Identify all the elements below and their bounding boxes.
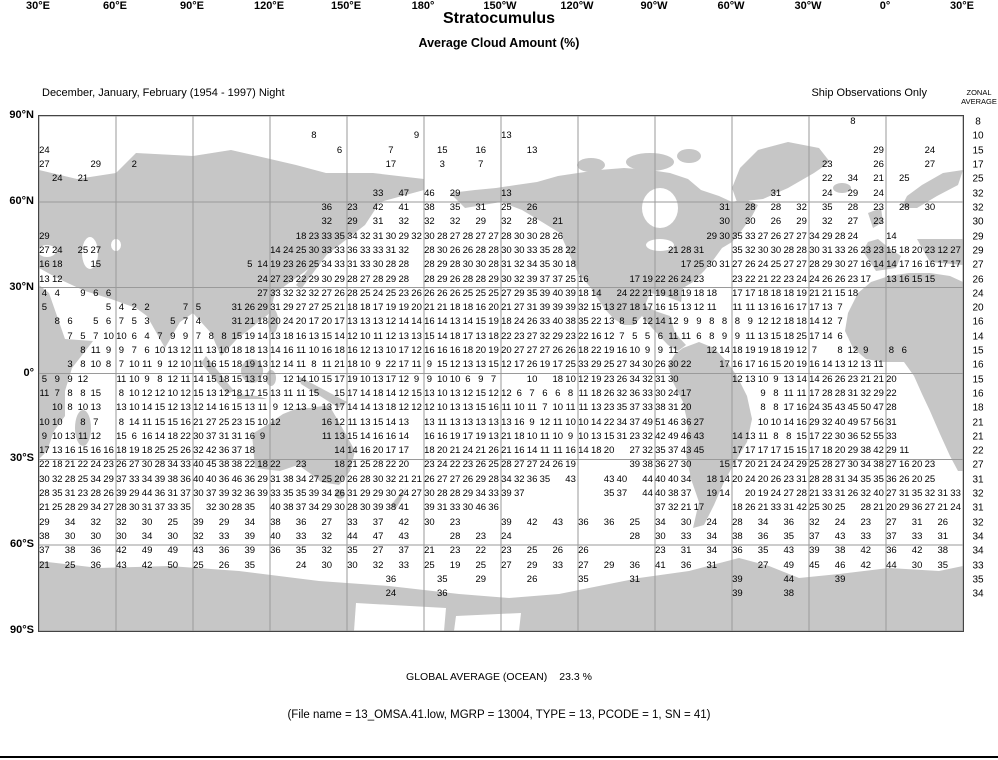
global-average-label: GLOBAL AVERAGE (OCEAN): [406, 671, 548, 683]
land-west-africa: [845, 273, 963, 471]
global-average-line: GLOBAL AVERAGE (OCEAN) 23.3 %: [0, 671, 998, 683]
page-subtitle: Average Cloud Amount (%): [418, 36, 580, 50]
zonal-average-value: 16: [972, 316, 984, 328]
zonal-average-header: ZONAL AVERAGE: [959, 88, 998, 106]
source-caption: Ship Observations Only: [811, 87, 927, 99]
y-tick-label: 90°S: [10, 624, 34, 636]
land-africa-east: [39, 285, 93, 459]
zonal-average-value: 33: [972, 560, 984, 572]
global-average-value: 23.3 %: [559, 671, 592, 683]
map-frame: [38, 115, 964, 632]
zonal-average-value: 26: [972, 274, 984, 285]
zonal-average-value: 30: [972, 216, 984, 228]
zonal-average-value: 20: [972, 302, 984, 314]
zonal-average-value: 27: [972, 459, 984, 471]
sea-caspian: [82, 237, 98, 269]
hudson-bay: [642, 188, 678, 228]
zonal-average-value: 22: [972, 445, 984, 457]
land-britain: [868, 208, 883, 228]
zonal-average-value: 32: [972, 488, 984, 500]
zonal-average-value: 24: [972, 288, 984, 300]
land-arctic-island-3: [677, 149, 701, 163]
zonal-average-value: 17: [972, 159, 984, 171]
zonal-average-value: 21: [972, 431, 984, 443]
land-greenland: [732, 142, 830, 202]
land-central-europe: [917, 239, 963, 265]
inland-seas: [39, 188, 678, 631]
weddell-sea: [454, 613, 521, 631]
zonal-average-value: 10: [972, 130, 984, 142]
zonal-average-value: 31: [972, 502, 984, 514]
land-sumatra: [201, 356, 234, 394]
sea-black: [39, 245, 56, 257]
land-iberia: [863, 239, 901, 271]
zonal-average-value: 8: [975, 116, 981, 128]
world-map-svg: [39, 116, 963, 631]
zonal-average-value: 34: [972, 545, 984, 557]
zonal-average-value: 32: [972, 202, 984, 214]
zonal-average-value: 15: [972, 145, 984, 157]
land-scandinavia: [901, 170, 963, 208]
zonal-average-value: 16: [972, 359, 984, 371]
land-north-america: [450, 168, 758, 351]
zonal-average-value: 15: [972, 374, 984, 386]
zonal-average-value: 34: [972, 588, 984, 600]
zonal-average-value: 18: [972, 402, 984, 414]
file-info-line: (File name = 13_OMSA.41.low, MGRP = 1300…: [287, 709, 711, 721]
season-caption: December, January, February (1954 - 1997…: [42, 87, 285, 99]
zonal-average-value: 16: [972, 388, 984, 400]
page-title: Stratocumulus: [442, 10, 555, 27]
y-tick-label: 30°S: [10, 452, 34, 465]
land-japan: [296, 245, 331, 289]
y-tick-label: 60°S: [10, 538, 34, 551]
land-iceland: [833, 183, 851, 193]
land-south-america: [668, 342, 752, 528]
zonal-average-value: 31: [972, 474, 984, 486]
land-java: [237, 394, 267, 399]
y-tick-label: 30°N: [9, 280, 34, 293]
zonal-average-header-line2: AVERAGE: [961, 97, 997, 106]
zonal-average-value: 32: [972, 188, 984, 200]
y-tick-label: 0°: [23, 366, 34, 379]
zonal-average-value: 21: [972, 417, 984, 429]
zonal-average-header-line1: ZONAL: [966, 88, 992, 97]
zonal-average-value: 14: [972, 331, 984, 343]
bottom-border-rule: [0, 756, 998, 758]
y-tick-label: 90°N: [9, 109, 34, 121]
great-lakes: [646, 239, 674, 251]
land-madagascar: [75, 410, 91, 446]
land-arctic-island-2: [577, 158, 605, 172]
graticule-lines: [39, 116, 963, 631]
zonal-average-value: 32: [972, 517, 984, 529]
zonal-average-value: 25: [972, 173, 984, 185]
zonal-average-value: 15: [972, 345, 984, 357]
ross-sea: [354, 603, 446, 631]
land-australia: [252, 405, 355, 485]
land-tasmania: [335, 489, 345, 499]
zonal-average-value: 27: [972, 259, 984, 271]
land-borneo: [241, 359, 263, 383]
zonal-average-value: 35: [972, 574, 984, 586]
zonal-average-value: 29: [972, 231, 984, 243]
land-new-guinea: [298, 376, 347, 408]
land-arctic-island-1: [626, 153, 674, 171]
land-new-zealand: [391, 488, 406, 510]
land-sulawesi: [266, 370, 276, 386]
zonal-average-value: 29: [972, 245, 984, 257]
y-tick-label: 60°N: [9, 194, 34, 207]
zonal-average-value: 34: [972, 531, 984, 543]
